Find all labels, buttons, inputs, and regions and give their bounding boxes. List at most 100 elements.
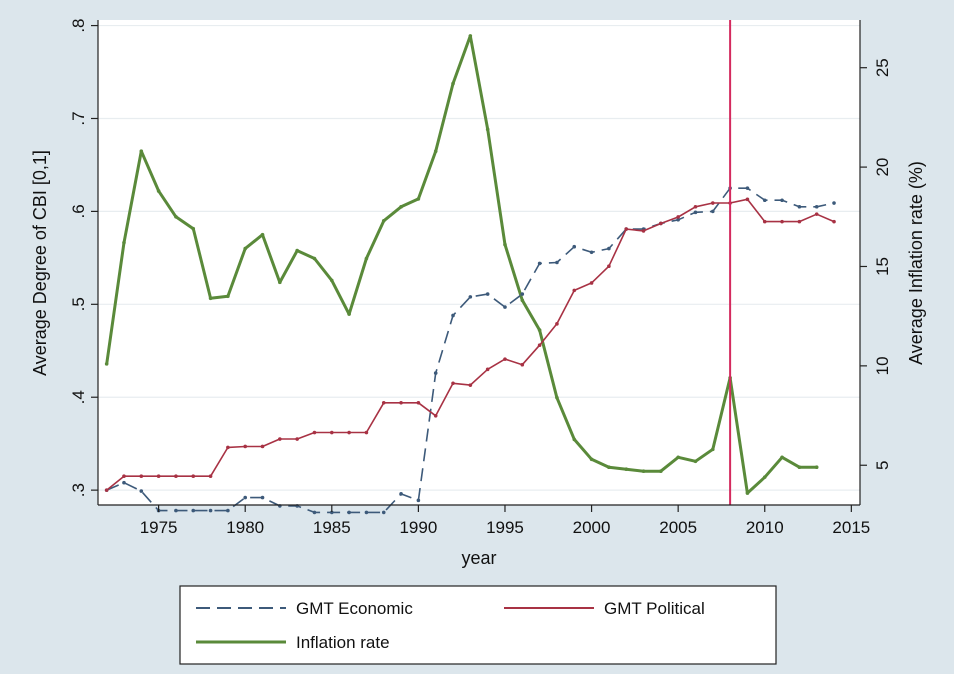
- data-point-gmt-economic: [780, 198, 784, 203]
- gridlines: [98, 24, 860, 491]
- data-point-inflation-rate: [329, 278, 334, 283]
- data-point-gmt-political: [814, 212, 819, 216]
- data-point-gmt-political: [607, 264, 611, 269]
- data-point-gmt-political: [745, 197, 750, 202]
- data-point-inflation-rate: [399, 205, 403, 209]
- data-point-gmt-political: [416, 400, 421, 405]
- data-point-gmt-political: [693, 204, 698, 209]
- data-point-gmt-political: [122, 474, 126, 478]
- y-left-tick-label: .5: [69, 297, 88, 311]
- data-point-gmt-economic: [572, 244, 577, 249]
- data-point-gmt-economic: [208, 508, 213, 513]
- y-axis-right-title: Average Inflation rate (%): [906, 161, 926, 365]
- data-point-gmt-political: [797, 219, 802, 224]
- data-point-inflation-rate: [381, 218, 386, 223]
- data-point-inflation-rate: [555, 395, 559, 400]
- data-point-gmt-political: [659, 221, 663, 226]
- data-point-gmt-political: [399, 400, 403, 405]
- data-point-gmt-economic: [139, 489, 144, 493]
- data-point-inflation-rate: [520, 298, 525, 303]
- y-right-tick-label: 10: [873, 356, 892, 375]
- data-point-gmt-political: [710, 201, 715, 205]
- data-point-inflation-rate: [174, 214, 178, 219]
- data-point-gmt-political: [589, 281, 594, 285]
- data-point-gmt-economic: [745, 186, 750, 190]
- y-left-tick-label: .8: [69, 18, 88, 32]
- data-point-inflation-rate: [191, 226, 196, 231]
- data-point-gmt-political: [381, 400, 386, 405]
- y-right-tick-label: 25: [873, 58, 892, 77]
- data-point-gmt-economic: [762, 198, 767, 203]
- data-point-gmt-economic: [693, 210, 698, 215]
- data-point-gmt-economic: [468, 295, 473, 299]
- legend-box: [179, 585, 777, 665]
- legend-label-inflation-rate: Inflation rate: [296, 633, 390, 652]
- y-right-tick-label: 15: [873, 257, 892, 276]
- data-point-inflation-rate: [624, 467, 629, 472]
- data-point-gmt-political: [537, 343, 542, 347]
- data-point-inflation-rate: [208, 296, 213, 301]
- data-point-inflation-rate: [693, 459, 698, 464]
- data-point-gmt-political: [295, 437, 299, 441]
- data-point-inflation-rate: [780, 455, 784, 460]
- data-point-inflation-rate: [226, 294, 230, 299]
- data-point-gmt-political: [433, 414, 438, 418]
- data-point-inflation-rate: [572, 437, 577, 442]
- data-point-gmt-economic: [537, 261, 542, 266]
- data-point-gmt-political: [555, 322, 559, 326]
- data-point-inflation-rate: [659, 469, 663, 474]
- data-point-inflation-rate: [364, 256, 369, 261]
- data-point-gmt-political: [624, 227, 629, 231]
- data-point-inflation-rate: [710, 447, 715, 452]
- data-point-gmt-political: [503, 357, 507, 361]
- data-point-gmt-political: [139, 474, 144, 478]
- data-point-inflation-rate: [641, 469, 646, 474]
- data-point-inflation-rate: [139, 149, 144, 153]
- x-tick-label: 1975: [140, 518, 178, 537]
- data-point-gmt-economic: [433, 371, 438, 375]
- data-point-gmt-political: [676, 215, 680, 219]
- data-point-gmt-economic: [381, 510, 386, 515]
- data-point-inflation-rate: [745, 491, 750, 495]
- data-point-gmt-political: [329, 430, 334, 435]
- data-point-gmt-economic: [329, 510, 334, 515]
- data-point-inflation-rate: [607, 465, 611, 470]
- data-point-gmt-political: [156, 474, 161, 478]
- data-point-inflation-rate: [676, 455, 680, 460]
- data-point-gmt-economic: [260, 495, 265, 500]
- data-point-gmt-economic: [814, 204, 819, 209]
- data-point-gmt-economic: [710, 209, 715, 214]
- data-point-inflation-rate: [260, 232, 265, 237]
- data-point-gmt-political: [191, 474, 196, 478]
- y-axis-left-title: Average Degree of CBI [0,1]: [30, 150, 50, 376]
- legend-label-gmt-political: GMT Political: [604, 599, 705, 618]
- data-point-gmt-political: [226, 445, 230, 450]
- y-left-tick-label: .6: [69, 204, 88, 218]
- data-point-inflation-rate: [797, 465, 802, 470]
- y-left-tick-label: .4: [69, 390, 88, 404]
- y-left-tick-label: .7: [69, 111, 88, 125]
- data-point-gmt-political: [174, 474, 178, 478]
- data-point-gmt-political: [347, 430, 351, 435]
- data-point-gmt-economic: [347, 510, 351, 515]
- data-point-inflation-rate: [295, 248, 299, 253]
- y-right-tick-label: 5: [873, 461, 892, 470]
- data-point-inflation-rate: [433, 149, 438, 153]
- data-point-gmt-economic: [243, 495, 248, 500]
- data-point-gmt-political: [520, 362, 525, 367]
- x-tick-label: 2010: [746, 518, 784, 537]
- data-point-inflation-rate: [416, 197, 421, 201]
- data-point-inflation-rate: [485, 127, 490, 132]
- x-tick-label: 2000: [573, 518, 611, 537]
- data-point-gmt-economic: [676, 217, 680, 222]
- data-point-gmt-economic: [589, 250, 594, 255]
- data-point-gmt-economic: [832, 201, 836, 205]
- data-point-inflation-rate: [814, 465, 819, 470]
- x-axis-title: year: [461, 548, 496, 568]
- data-point-gmt-economic: [555, 260, 559, 265]
- data-point-inflation-rate: [122, 240, 126, 245]
- data-point-gmt-political: [243, 444, 248, 449]
- data-point-inflation-rate: [451, 81, 455, 86]
- series-line-inflation-rate: [105, 34, 817, 495]
- data-point-gmt-political: [278, 437, 282, 441]
